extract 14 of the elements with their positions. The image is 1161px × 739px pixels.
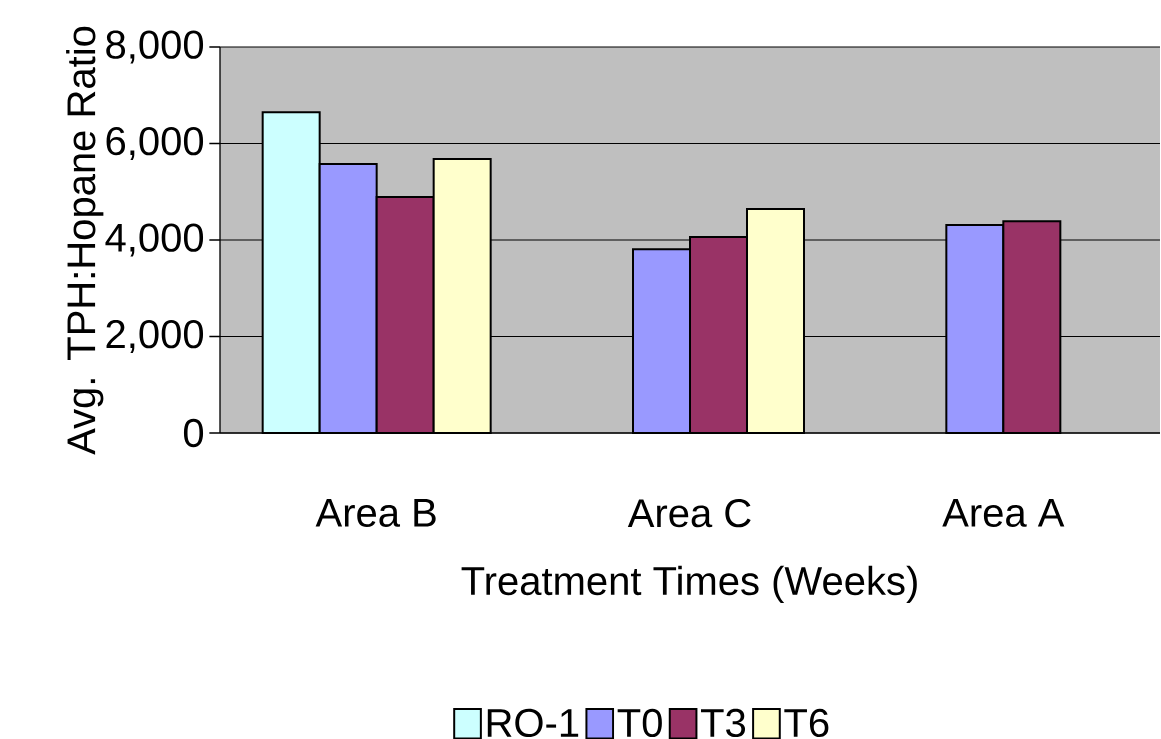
y-tick-label: 4,000: [105, 223, 204, 257]
legend-label: T0: [617, 708, 662, 738]
legend-label: T3: [701, 708, 746, 738]
y-tick-label: 8,000: [106, 30, 204, 64]
x-tick-label: Area B: [315, 499, 436, 527]
y-tick-label: 6,000: [106, 126, 204, 161]
x-axis-title: Treatment Times (Weeks): [461, 565, 917, 604]
y-tick-label: 2,000: [106, 319, 204, 354]
legend-label: T6: [784, 708, 829, 738]
x-tick-label: Area A: [942, 499, 1065, 527]
y-axis-title: Avg. TPH:Hopane Ratio: [66, 26, 104, 455]
legend-label: RO-1: [487, 708, 579, 738]
x-tick-label: Area C: [627, 499, 751, 528]
y-tick-label: 0: [183, 418, 204, 448]
